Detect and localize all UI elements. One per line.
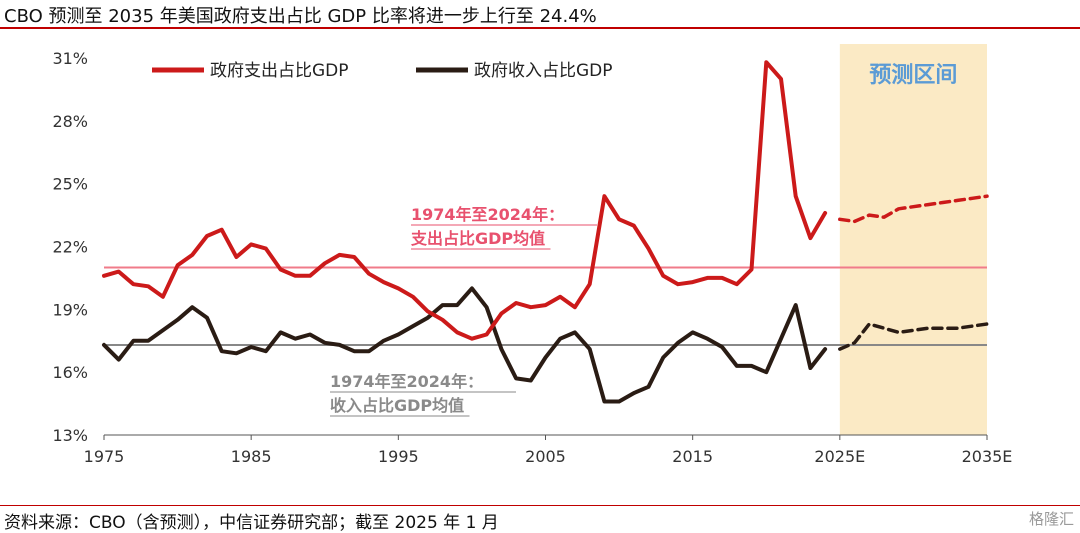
- legend-spending-label: 政府支出占比GDP: [210, 61, 349, 81]
- revenue-forecast-line: [838, 322, 989, 351]
- y-tick-label: 19%: [52, 300, 88, 319]
- y-tick-label: 31%: [52, 49, 88, 68]
- chart-title: CBO 预测至 2035 年美国政府支出占比 GDP 比率将进一步上行至 24.…: [4, 6, 597, 27]
- forecast-label: 预测区间: [869, 63, 957, 88]
- spending-average-annotation-line2: 支出占比GDP均值: [410, 229, 545, 248]
- revenue-average-annotation-line1: 1974年至2024年：: [330, 372, 483, 391]
- y-tick-label: 16%: [52, 363, 88, 382]
- legend-revenue-label: 政府收入占比GDP: [474, 61, 613, 81]
- x-tick-label: 2015: [672, 447, 713, 466]
- y-tick-label: 13%: [52, 426, 88, 445]
- y-tick-label: 28%: [52, 112, 88, 131]
- title-rule: [0, 27, 1080, 29]
- revenue-series-line: [102, 286, 828, 404]
- chart-svg: 1975 1985 1995 2005 2015 2025E 2035E 13% 16% 19% 2…: [52, 44, 1013, 466]
- footer-rule: [0, 505, 1080, 506]
- x-tick-label: 1985: [231, 447, 272, 466]
- spending-forecast-line: [838, 194, 989, 224]
- x-tick-label: 1975: [84, 447, 125, 466]
- y-tick-label: 25%: [52, 175, 88, 194]
- y-tick-label: 22%: [52, 238, 88, 257]
- revenue-average-annotation-line2: 收入占比GDP均值: [330, 396, 464, 415]
- watermark-text: 格隆汇: [1028, 510, 1074, 528]
- spending-series-line: [102, 60, 828, 341]
- x-tick-label: 1995: [378, 447, 419, 466]
- spending-average-annotation-line1: 1974年至2024年：: [411, 205, 564, 224]
- forecast-band: [839, 44, 987, 435]
- x-tick-label: 2005: [525, 447, 566, 466]
- x-tick-label: 2025E: [814, 447, 865, 466]
- source-note: 资料来源：CBO（含预测），中信证券研究部；截至 2025 年 1 月: [4, 513, 499, 533]
- x-tick-label: 2035E: [962, 447, 1013, 466]
